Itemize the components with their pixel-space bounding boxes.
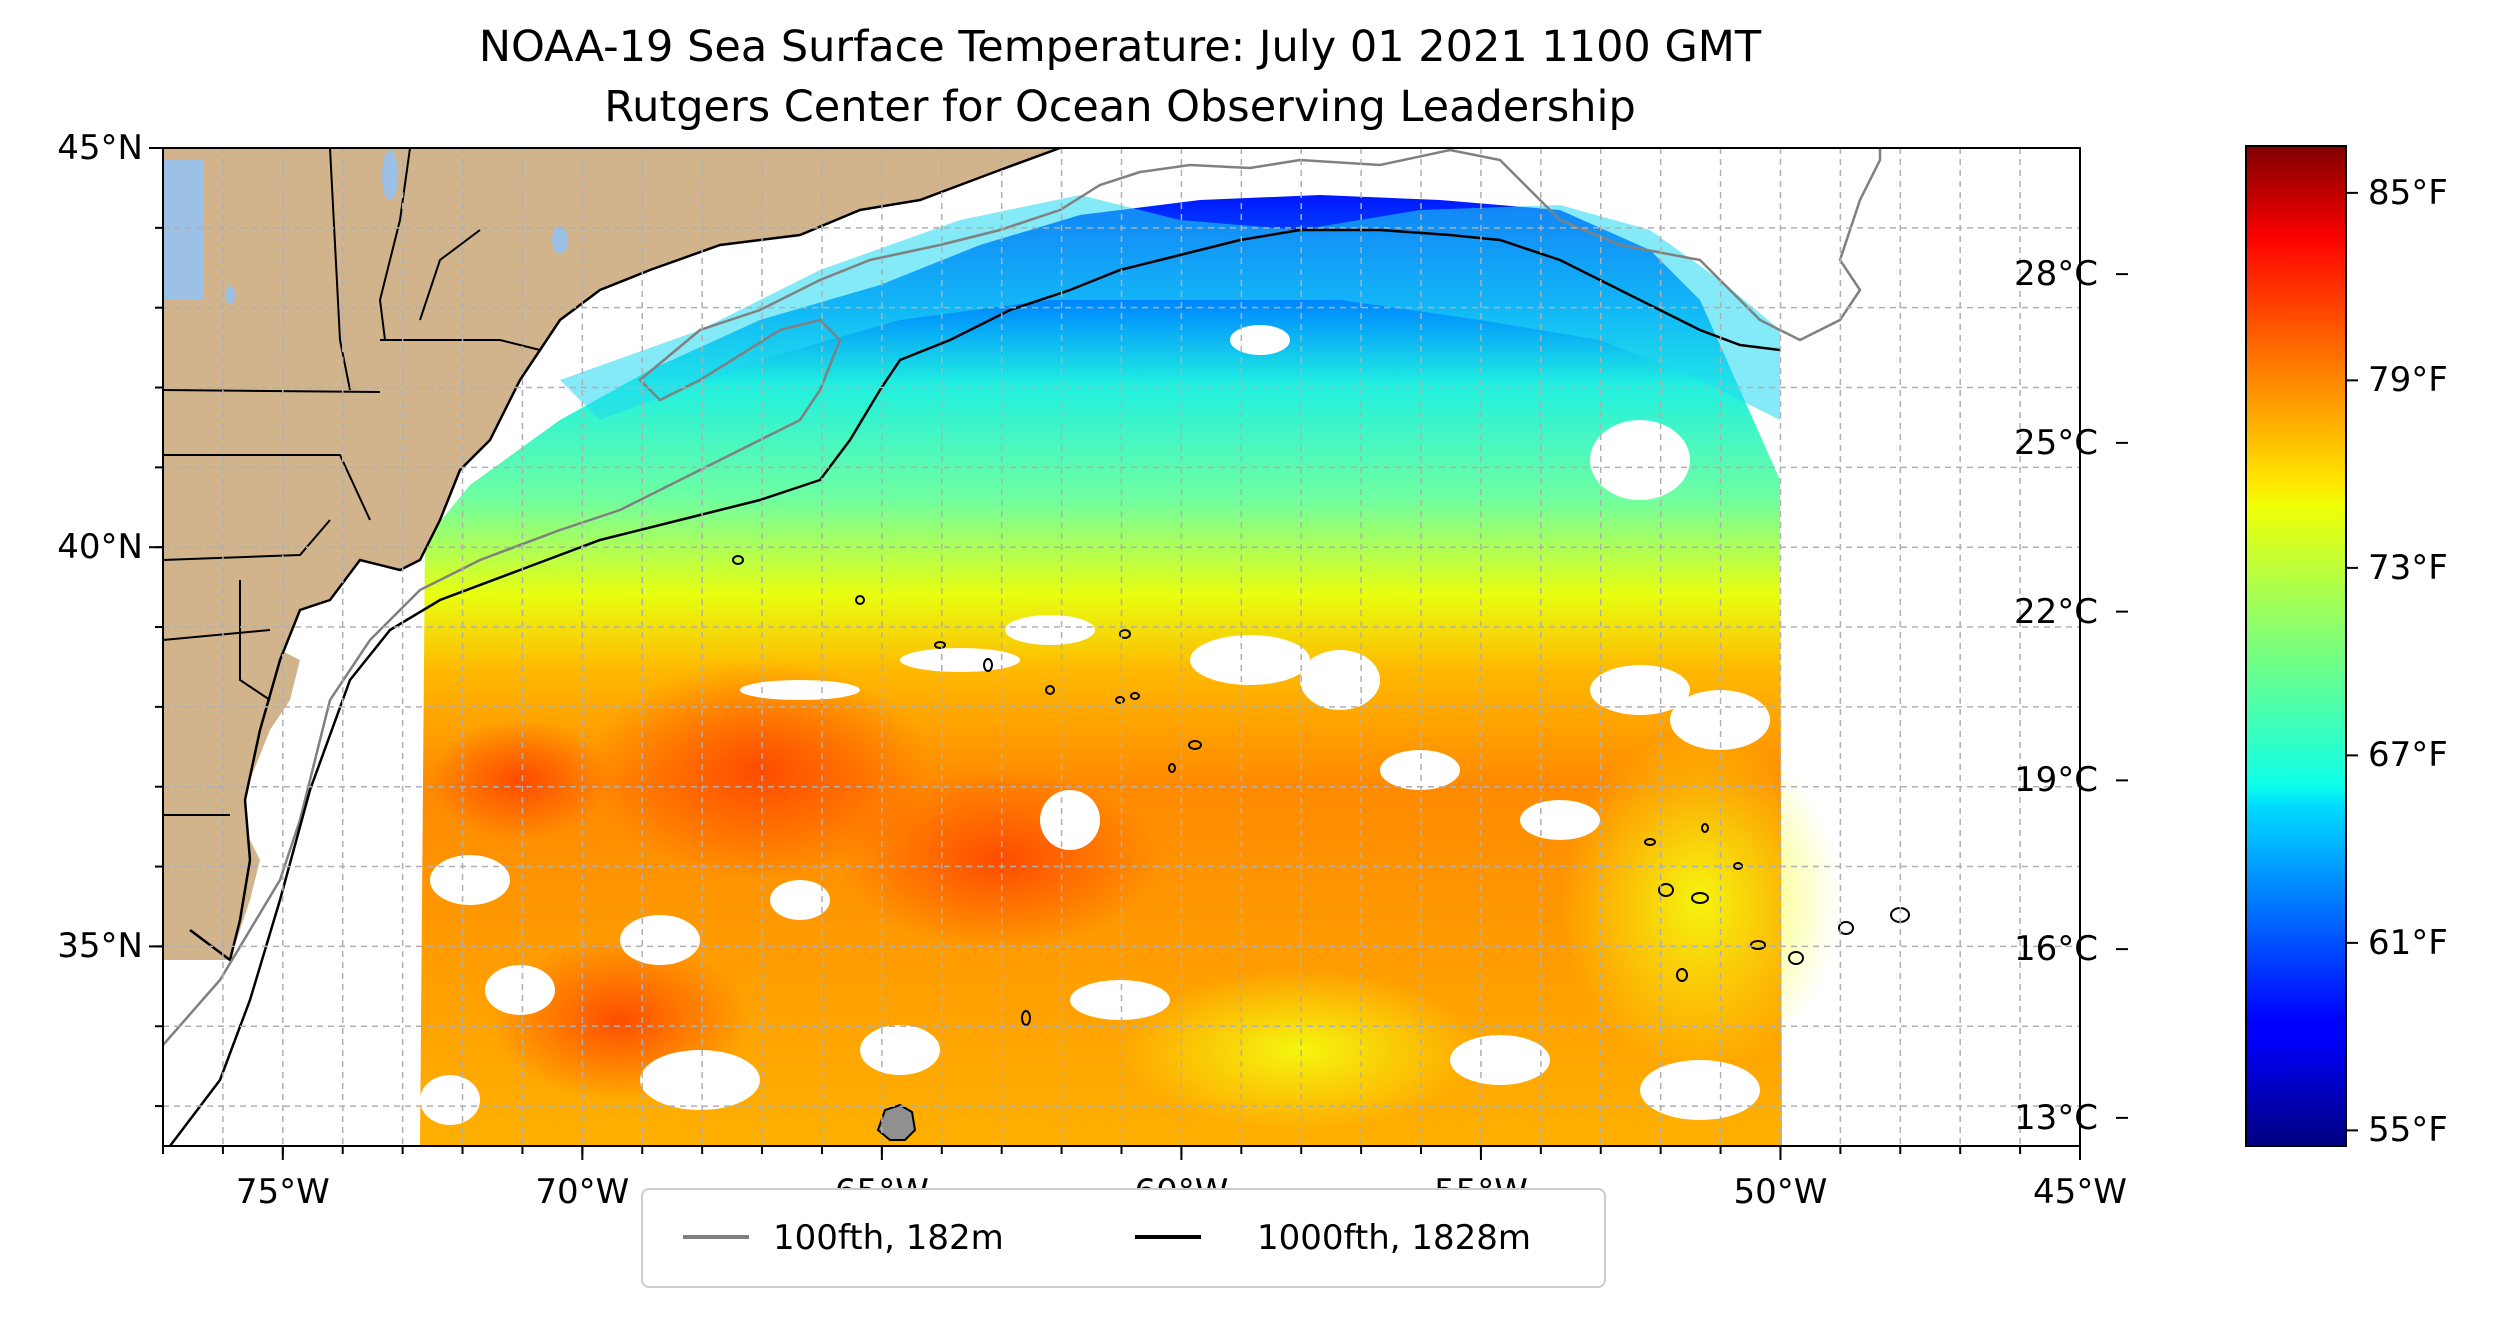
legend: 100fth, 182m 1000fth, 1828m (641, 1188, 1606, 1288)
lon-tick-label: 75°W (235, 1172, 330, 1212)
isobath-100fth (163, 148, 1882, 1046)
legend-swatch-100fth (683, 1235, 749, 1239)
sst-warm-eddy-1 (590, 660, 930, 880)
axis-ticks (149, 147, 2081, 1160)
coastline (189, 148, 1061, 963)
colorbar-ticks (2116, 191, 2358, 1132)
colorbar-label-f: 67°F (2368, 735, 2448, 776)
colorbar-label-f: 79°F (2368, 360, 2448, 401)
chart-subtitle: Rutgers Center for Ocean Observing Leade… (604, 82, 1636, 132)
colorbar-label-f: 61°F (2368, 922, 2448, 963)
colorbar-label-f: 85°F (2368, 172, 2448, 213)
colorbar-label-c: 19°C (2014, 760, 2099, 801)
land-outer-banks (163, 650, 300, 960)
lat-tick-label: 40°N (57, 527, 143, 568)
lon-tick-label: 45°W (2033, 1172, 2127, 1212)
cloud-gaps (420, 325, 1770, 1125)
colorbar-label-c: 28°C (2014, 254, 2099, 295)
colorbar (2245, 145, 2347, 1147)
legend-label-1000fth: 1000fth, 1828m (1257, 1218, 1532, 1258)
lat-tick-label: 35°N (57, 926, 143, 967)
sst-yellow-patch-2 (1120, 970, 1480, 1130)
sst-warm-eddy-3 (430, 720, 610, 840)
colorbar-label-c: 16°C (2014, 929, 2099, 970)
gridlines (163, 148, 2080, 1146)
sst-yellow-patch-1 (1560, 730, 1840, 1070)
colorbar-label-c: 13°C (2014, 1097, 2099, 1138)
colorbar-label-f: 73°F (2368, 547, 2448, 588)
land-north-america (163, 148, 1060, 960)
legend-label-100fth: 100fth, 182m (773, 1218, 1004, 1258)
lat-tick-label: 45°N (57, 128, 143, 168)
chart-title: NOAA-19 Sea Surface Temperature: July 01… (478, 22, 1762, 72)
colorbar-label-c: 25°C (2014, 422, 2099, 463)
lon-tick-label: 50°W (1733, 1172, 1828, 1212)
colorbar-label-c: 22°C (2014, 591, 2099, 632)
colorbar-label-f: 55°F (2368, 1110, 2448, 1151)
sst-swath (420, 195, 1782, 1146)
state-boundaries (163, 148, 541, 816)
land-nova-scotia (1060, 148, 1300, 170)
bermuda-outline (876, 1103, 917, 1141)
sst-warm-eddy-2 (840, 770, 1160, 950)
sst-cold-band (560, 195, 1780, 420)
lon-tick-label: 70°W (535, 1172, 630, 1212)
isobath-1000fth (169, 228, 1781, 1146)
lakes (163, 150, 568, 304)
legend-swatch-1000fth (1135, 1235, 1201, 1239)
